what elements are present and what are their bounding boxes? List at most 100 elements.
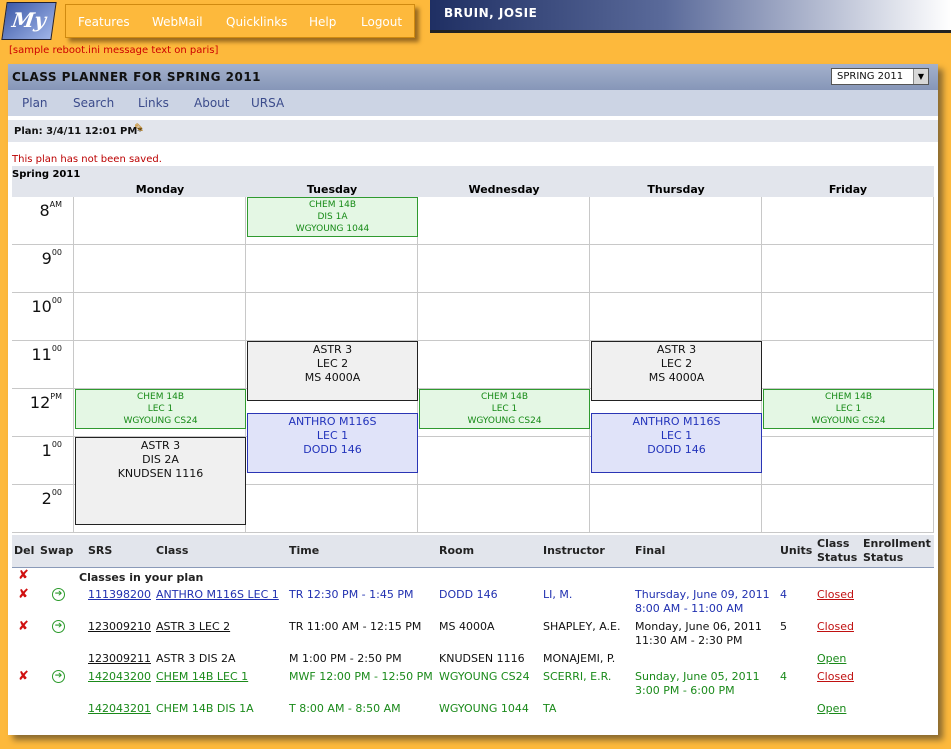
planner-nav: Plan Search Links About URSA <box>8 90 938 116</box>
class-name[interactable]: ANTHRO M116S LEC 1 <box>156 588 279 601</box>
delete-icon[interactable]: ✘ <box>18 669 29 684</box>
class-status[interactable]: Open <box>817 652 847 665</box>
class-block-line: LEC 2 <box>660 357 693 370</box>
term-select[interactable]: SPRING 2011 ▼ <box>831 68 929 85</box>
class-block-line: LEC 1 <box>147 404 174 414</box>
system-message: [sample reboot.ini message text on paris… <box>9 45 219 56</box>
hour-label: 100 <box>41 440 62 460</box>
day-cell <box>418 245 590 293</box>
hour-label: 200 <box>42 488 62 508</box>
day-cell <box>246 293 418 341</box>
class-block[interactable]: CHEM 14B LEC 1 WGYOUNG CS24 <box>419 389 590 429</box>
hour: 1 <box>41 441 52 460</box>
class-block[interactable]: ASTR 3 DIS 2A KNUDSEN 1116 <box>75 437 246 525</box>
class-room: KNUDSEN 1116 <box>439 652 525 665</box>
hour-suffix: 00 <box>51 248 62 257</box>
class-block[interactable]: ANTHRO M116S LEC 1 DODD 146 <box>591 413 762 473</box>
time-cell <box>12 485 74 533</box>
nav-link[interactable]: Features <box>78 15 130 29</box>
logo[interactable]: My <box>1 2 57 40</box>
class-table: Del Swap SRS Class Time Room Instructor Final Un… <box>8 535 938 735</box>
delete-icon[interactable]: ✘ <box>18 619 29 634</box>
day-cell <box>418 437 590 485</box>
column-header: Class Status <box>817 537 858 564</box>
instructor: LI, M. <box>543 588 573 601</box>
planner-nav-link[interactable]: About <box>194 96 230 110</box>
srs-link[interactable]: 111398200 <box>88 588 151 601</box>
swap-icon[interactable]: ➔ <box>52 670 65 683</box>
class-status[interactable]: Open <box>817 702 847 715</box>
top-nav: Features WebMail Quicklinks Help Logout <box>65 4 415 38</box>
day-cell <box>74 197 246 245</box>
class-block-line: CHEM 14B <box>309 200 356 210</box>
class-name[interactable]: ASTR 3 LEC 2 <box>156 620 231 633</box>
class-block-line: ANTHRO M116S <box>632 415 721 428</box>
class-block-line: ANTHRO M116S <box>288 415 377 428</box>
final-exam: Thursday, June 09, 2011 <box>635 588 770 601</box>
delete-icon[interactable]: ✘ <box>18 568 29 583</box>
class-block-line: KNUDSEN 1116 <box>117 467 204 480</box>
srs-link[interactable]: 142043200 <box>88 670 151 683</box>
column-header: Units <box>780 544 813 557</box>
day-cell <box>762 245 934 293</box>
swap-icon[interactable]: ➔ <box>52 620 65 633</box>
nav-link[interactable]: Logout <box>361 15 403 29</box>
column-header: Class <box>156 544 189 557</box>
planner-title: CLASS PLANNER FOR SPRING 2011 <box>12 70 262 84</box>
day-cell <box>762 341 934 389</box>
class-room: WGYOUNG 1044 <box>439 702 529 715</box>
planner-nav-link[interactable]: URSA <box>251 96 285 110</box>
nav-link[interactable]: Quicklinks <box>226 15 288 29</box>
class-name[interactable]: CHEM 14B LEC 1 <box>156 670 249 683</box>
class-name: ASTR 3 DIS 2A <box>156 652 236 665</box>
hour-suffix: 00 <box>51 296 62 305</box>
class-block[interactable]: ASTR 3 LEC 2 MS 4000A <box>591 341 762 401</box>
nav-link[interactable]: WebMail <box>152 15 203 29</box>
planner-nav-link[interactable]: Search <box>73 96 115 110</box>
class-block[interactable]: CHEM 14B LEC 1 WGYOUNG CS24 <box>75 389 246 429</box>
day-cell <box>246 245 418 293</box>
edit-icon[interactable]: ✎ <box>134 121 145 135</box>
swap-icon[interactable]: ➔ <box>52 588 65 601</box>
column-header: Instructor <box>543 544 605 557</box>
column-header: Room <box>439 544 475 557</box>
class-time: TR 12:30 PM - 1:45 PM <box>289 588 414 601</box>
class-status[interactable]: Closed <box>817 588 854 601</box>
units: 4 <box>780 588 787 601</box>
hour-label: 1100 <box>31 344 62 364</box>
class-block-line: ASTR 3 <box>656 343 697 356</box>
column-header: Swap <box>40 544 74 557</box>
class-time: T 8:00 AM - 8:50 AM <box>289 702 401 715</box>
day-cell <box>418 293 590 341</box>
final-exam: Monday, June 06, 2011 <box>635 620 762 633</box>
class-block[interactable]: CHEM 14B DIS 1A WGYOUNG 1044 <box>247 197 418 237</box>
class-block-line: WGYOUNG 1044 <box>295 224 370 234</box>
class-block[interactable]: CHEM 14B LEC 1 WGYOUNG CS24 <box>763 389 934 429</box>
day-header: Friday <box>828 183 868 196</box>
day-cell <box>74 341 246 389</box>
term-select-value: SPRING 2011 <box>837 71 904 82</box>
nav-link[interactable]: Help <box>309 15 337 29</box>
delete-icon[interactable]: ✘ <box>18 587 29 602</box>
class-time: M 1:00 PM - 2:50 PM <box>289 652 402 665</box>
class-block[interactable]: ANTHRO M116S LEC 1 DODD 146 <box>247 413 418 473</box>
plan-bar: Plan: 3/4/11 12:01 PM* ✎ <box>8 120 938 142</box>
planner-nav-link[interactable]: Links <box>138 96 169 110</box>
class-block-line: DIS 2A <box>142 453 179 466</box>
srs-link[interactable]: 123009211 <box>88 652 151 665</box>
class-block-line: CHEM 14B <box>137 392 184 402</box>
class-block-line: ASTR 3 <box>312 343 353 356</box>
user-name: BRUIN, JOSIE <box>444 6 538 20</box>
class-status[interactable]: Closed <box>817 670 854 683</box>
day-cell <box>590 293 762 341</box>
column-header: Final <box>635 544 666 557</box>
class-block[interactable]: ASTR 3 LEC 2 MS 4000A <box>247 341 418 401</box>
time-cell <box>12 245 74 293</box>
planner-nav-link[interactable]: Plan <box>22 96 48 110</box>
class-status[interactable]: Closed <box>817 620 854 633</box>
day-cell <box>590 245 762 293</box>
planner-header: CLASS PLANNER FOR SPRING 2011 SPRING 201… <box>8 64 938 90</box>
dropdown-arrow[interactable]: ▼ <box>913 69 928 84</box>
srs-link[interactable]: 142043201 <box>88 702 151 715</box>
srs-link[interactable]: 123009210 <box>88 620 151 633</box>
